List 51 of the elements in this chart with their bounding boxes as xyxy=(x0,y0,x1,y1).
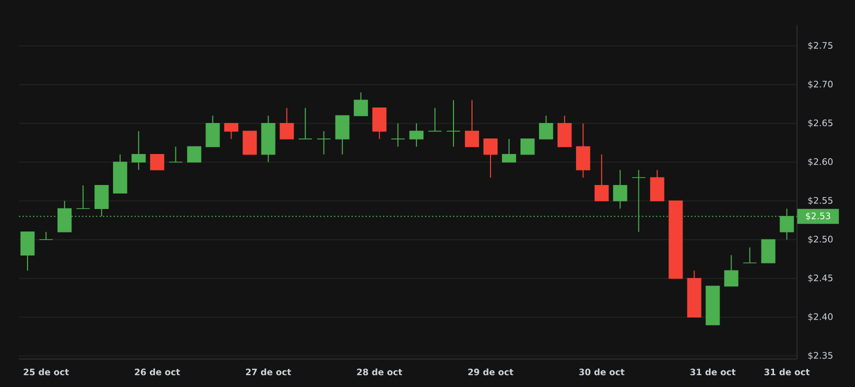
y-tick-label: $2.40 xyxy=(808,313,833,322)
candlestick xyxy=(594,154,609,202)
x-tick-label: 29 de oct xyxy=(468,368,514,376)
candlestick xyxy=(539,115,554,140)
candlestick xyxy=(724,254,738,287)
candlestick xyxy=(613,169,628,210)
candlestick xyxy=(483,138,498,178)
candlestick xyxy=(576,122,590,178)
candlestick xyxy=(316,130,331,155)
candlestick xyxy=(150,154,164,170)
candlestick xyxy=(187,146,202,163)
candlestick xyxy=(354,92,368,116)
candlestick xyxy=(464,100,480,148)
candlestick xyxy=(38,231,54,240)
candlestick xyxy=(502,138,516,163)
candlestick xyxy=(335,115,350,155)
y-tick-label: $2.45 xyxy=(808,274,832,282)
candlestick xyxy=(298,107,312,140)
ref-line-label: $2.53 xyxy=(806,212,830,220)
candlestick xyxy=(520,138,535,155)
y-tick-label: $2.60 xyxy=(808,158,833,166)
candlestick xyxy=(409,122,424,148)
candlestick xyxy=(206,115,220,148)
candlestick xyxy=(761,239,776,264)
y-tick-label: $2.70 xyxy=(808,80,833,89)
y-tick-label: $2.65 xyxy=(808,119,832,128)
candlestick xyxy=(76,184,90,210)
candlestick xyxy=(390,122,405,148)
y-tick-label: $2.75 xyxy=(808,42,832,50)
candlestick xyxy=(650,169,664,202)
candlestick xyxy=(224,122,238,140)
y-tick-label: $2.50 xyxy=(808,236,833,244)
x-tick-label: 25 de oct xyxy=(24,368,69,376)
candlestick xyxy=(446,100,461,148)
y-tick-label: $2.35 xyxy=(808,352,832,360)
candlestick xyxy=(132,130,146,170)
x-tick-label: 31 de oct xyxy=(764,368,810,376)
candlestick xyxy=(168,146,183,163)
candlestick xyxy=(428,107,442,132)
candlestick xyxy=(242,130,257,155)
candlestick xyxy=(280,107,294,140)
candlestick xyxy=(372,107,386,140)
x-tick-label: 27 de oct xyxy=(246,368,292,376)
candlestick xyxy=(20,231,35,272)
x-tick-label: 26 de oct xyxy=(134,368,180,376)
candlestick xyxy=(558,115,572,148)
y-tick-label: $2.55 xyxy=(808,196,832,205)
x-tick-label: 31 de oct xyxy=(690,368,736,376)
candlestick xyxy=(742,246,757,264)
x-tick-label: 30 de oct xyxy=(579,368,624,376)
x-tick-label: 28 de oct xyxy=(357,368,402,376)
